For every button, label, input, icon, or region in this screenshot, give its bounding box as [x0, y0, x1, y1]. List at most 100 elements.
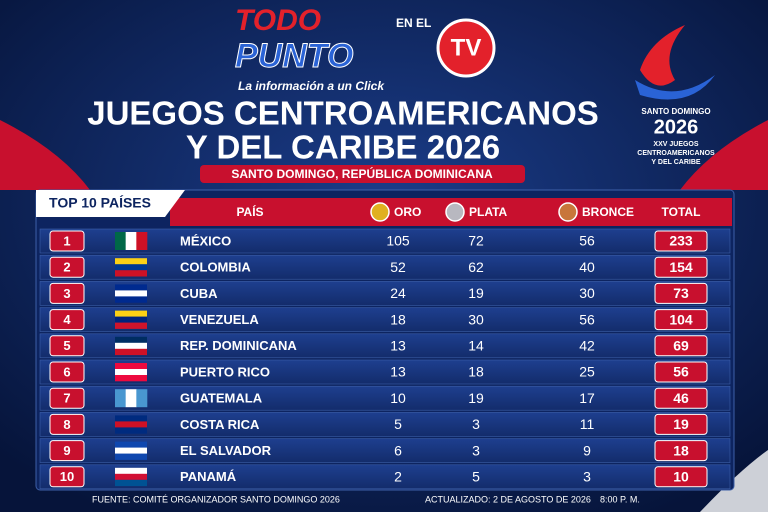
emblem-text: CENTROAMERICANOS [637, 150, 715, 157]
medal-count: 30 [579, 285, 595, 301]
total-box [654, 335, 708, 357]
row [39, 412, 731, 437]
medal-count: 18 [390, 311, 406, 327]
flag-stripe [115, 348, 147, 356]
medal-count: 56 [579, 233, 595, 249]
flag-stripe [115, 467, 147, 475]
rank-box [49, 387, 85, 409]
rank-box [49, 309, 85, 331]
rank: 4 [63, 312, 71, 327]
row [39, 333, 731, 359]
flag-stripe [115, 310, 147, 317]
footer-time: 8:00 P. M. [600, 494, 640, 504]
logo-todo: TODO [235, 4, 321, 37]
column-header: TOTAL [662, 205, 701, 219]
medal-count: 72 [468, 233, 484, 249]
flag-stripe [136, 389, 148, 408]
row [39, 281, 731, 306]
column-header: PLATA [469, 205, 508, 219]
total: 233 [669, 233, 693, 249]
flag-stripe [115, 270, 147, 277]
medal-count: 14 [468, 338, 484, 354]
total-box [654, 282, 708, 304]
medal-count: 10 [390, 390, 406, 406]
total-box [654, 230, 708, 252]
flag-stripe [115, 441, 147, 448]
country: CUBA [180, 286, 218, 301]
flag-stripe [115, 447, 147, 454]
medal-count: 3 [472, 416, 480, 432]
subtitle-band [200, 165, 525, 183]
flag-stripe [115, 264, 147, 271]
total-box [654, 387, 708, 409]
flag-stripe [115, 389, 126, 408]
emblem-text: Y DEL CARIBE [651, 159, 700, 166]
rank: 5 [63, 338, 70, 353]
table-label: TOP 10 PAÍSES [49, 195, 151, 211]
title: Y DEL CARIBE 2026 [186, 129, 500, 166]
rank-box [49, 361, 85, 383]
medal-count: 11 [580, 416, 595, 432]
decor [0, 120, 90, 190]
row [39, 359, 731, 385]
logo-tv-badge [436, 18, 496, 78]
rank: 1 [63, 233, 70, 248]
footer-updated: ACTUALIZADO: 2 DE AGOSTO DE 2026 [425, 494, 591, 504]
emblem-text: XXV JUEGOS [653, 141, 698, 148]
medal-count: 105 [386, 233, 410, 249]
medal-count: 30 [468, 311, 484, 327]
country: VENEZUELA [180, 312, 259, 327]
total: 154 [669, 259, 693, 275]
flag-stripe [115, 479, 147, 487]
flag-stripe [115, 421, 147, 428]
medal-count: 9 [583, 442, 591, 458]
country: PANAMÁ [180, 469, 237, 484]
total-box [654, 440, 708, 462]
medal-count: 13 [390, 338, 406, 354]
total: 69 [673, 338, 689, 354]
medal-count: 25 [579, 364, 595, 380]
medal-count: 19 [468, 285, 484, 301]
flag-stripe [115, 453, 147, 460]
decor [680, 120, 768, 190]
flag-stripe [115, 427, 147, 434]
title: JUEGOS CENTROAMERICANOS [87, 95, 599, 132]
total: 56 [673, 364, 689, 380]
medal-count: 17 [579, 390, 595, 406]
total: 10 [673, 469, 689, 485]
medal-count: 13 [390, 364, 406, 380]
rank: 9 [63, 443, 70, 458]
row [39, 307, 731, 332]
column-header: BRONCE [582, 205, 634, 219]
medal-count: 5 [472, 469, 480, 485]
rank: 10 [60, 469, 74, 484]
tagline: La información a un Click [238, 79, 385, 93]
rank-box [49, 230, 85, 252]
emblem-shape [640, 25, 685, 86]
rank: 2 [63, 260, 70, 275]
footer-source: FUENTE: COMITÉ ORGANIZADOR SANTO DOMINGO… [92, 494, 340, 504]
country: COSTA RICA [180, 417, 260, 432]
medal-count: 40 [579, 259, 595, 275]
country: MÉXICO [180, 233, 231, 248]
rank-box [49, 256, 85, 278]
medal-count: 56 [579, 311, 595, 327]
total: 46 [673, 390, 689, 406]
flag-stripe [115, 369, 147, 376]
logo-tv: TV [451, 34, 482, 61]
total-box [654, 256, 708, 278]
medal-count: 6 [394, 442, 402, 458]
flag-stripe [115, 415, 147, 422]
label-tab [36, 190, 185, 217]
medal-count: 24 [390, 285, 406, 301]
country: COLOMBIA [180, 260, 251, 275]
emblem-year: 2026 [654, 116, 699, 138]
medal-count: 18 [468, 364, 484, 380]
medal-icon [445, 202, 465, 222]
total-box [654, 466, 708, 488]
row [39, 228, 731, 254]
medal-count: 19 [468, 390, 484, 406]
rank-box [49, 335, 85, 357]
